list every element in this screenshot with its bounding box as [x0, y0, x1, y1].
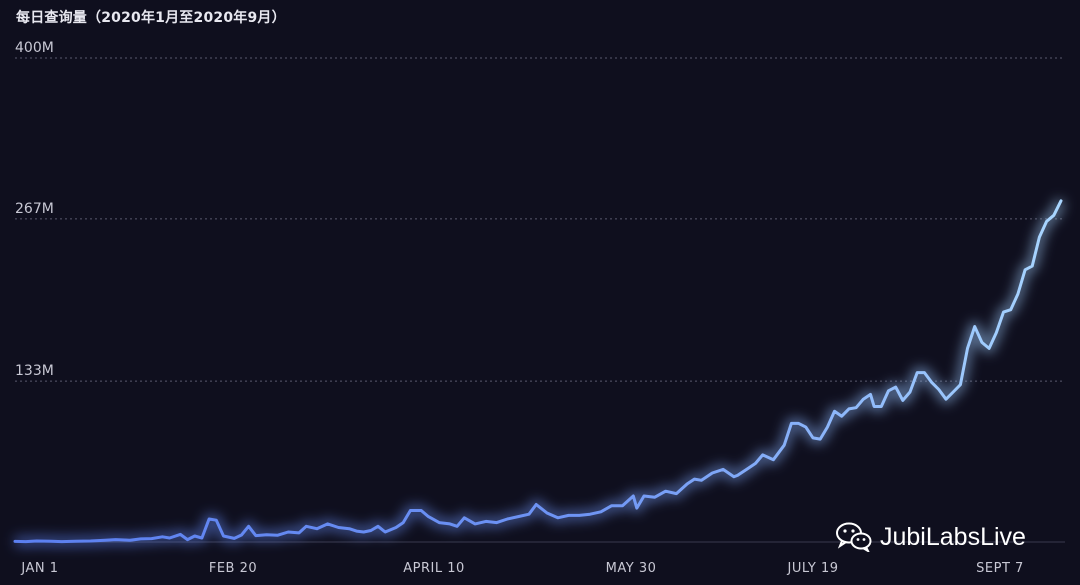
- chart-title: 每日查询量（2020年1月至2020年9月）: [16, 10, 286, 26]
- wechat-icon: [836, 522, 872, 552]
- y-tick-label: 133M: [15, 363, 54, 379]
- series-line-glow: [14, 198, 1066, 547]
- x-tick-label: SEPT 7: [976, 561, 1024, 576]
- watermark: JubiLabsLive: [836, 522, 1026, 552]
- x-tick-label: JULY 19: [787, 561, 839, 576]
- x-tick-label: APRIL 10: [403, 561, 465, 576]
- x-tick-label: FEB 20: [209, 561, 257, 576]
- y-tick-label: 267M: [15, 201, 54, 217]
- x-tick-label: MAY 30: [606, 561, 657, 576]
- x-tick-label: JAN 1: [20, 561, 58, 576]
- y-tick-label: 400M: [15, 40, 54, 56]
- series-line: [13, 199, 1063, 544]
- watermark-text: JubiLabsLive: [880, 522, 1026, 551]
